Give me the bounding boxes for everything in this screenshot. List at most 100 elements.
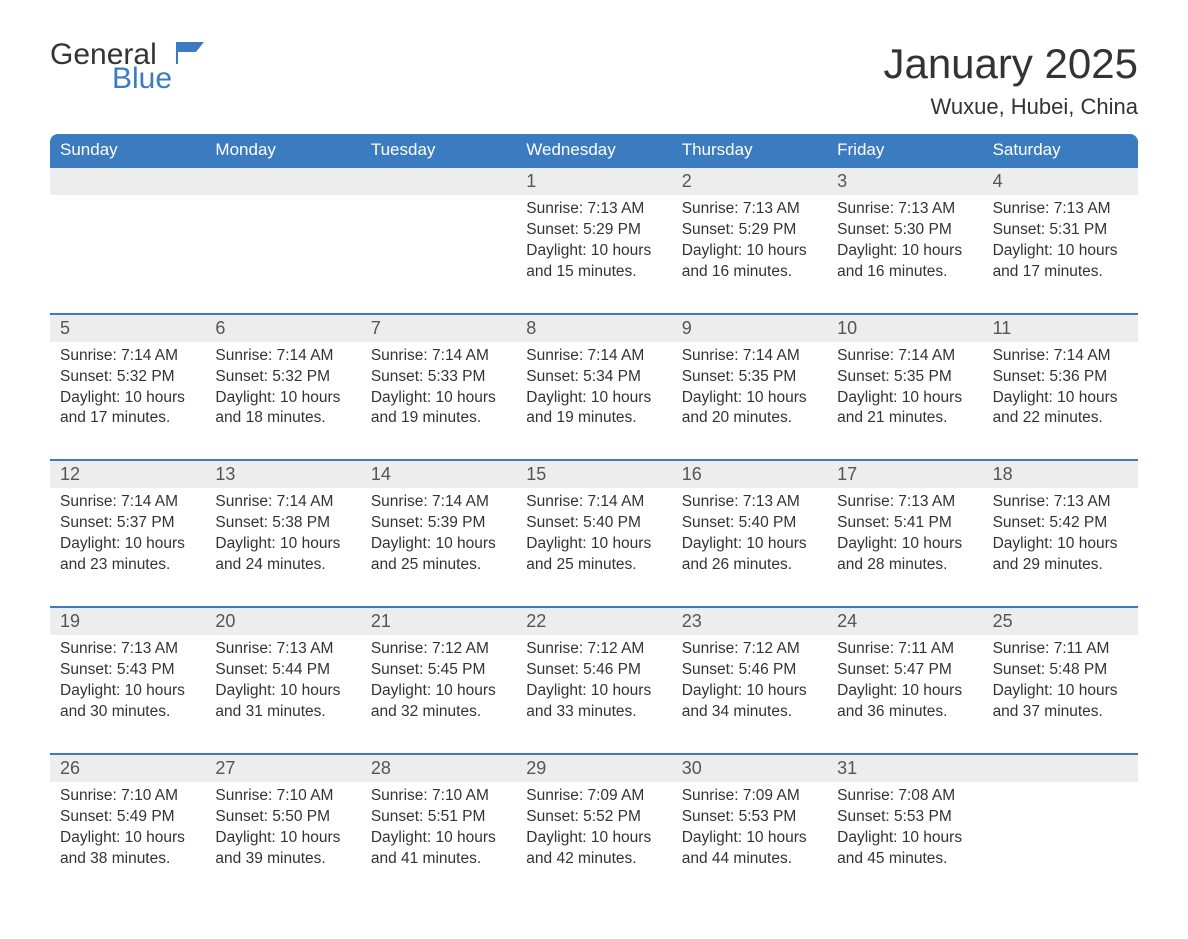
- day-number: 13: [205, 461, 360, 488]
- day-number: 16: [672, 461, 827, 488]
- weekday-friday: Friday: [827, 134, 982, 166]
- sunset-line: Sunset: 5:29 PM: [682, 220, 817, 241]
- sunset-line: Sunset: 5:49 PM: [60, 807, 195, 828]
- weekday-tuesday: Tuesday: [361, 134, 516, 166]
- day-cell: Sunrise: 7:14 AMSunset: 5:32 PMDaylight:…: [205, 342, 360, 460]
- day-number: 14: [361, 461, 516, 488]
- sunrise-line: Sunrise: 7:14 AM: [215, 492, 350, 513]
- sunrise-line: Sunrise: 7:13 AM: [526, 199, 661, 220]
- day-cell: Sunrise: 7:14 AMSunset: 5:37 PMDaylight:…: [50, 488, 205, 606]
- daynum-strip: 567891011: [50, 315, 1138, 342]
- day-number: 29: [516, 755, 671, 782]
- sunset-line: Sunset: 5:51 PM: [371, 807, 506, 828]
- daylight-line: Daylight: 10 hours and 25 minutes.: [371, 534, 506, 576]
- sunset-line: Sunset: 5:40 PM: [526, 513, 661, 534]
- day-cell: Sunrise: 7:14 AMSunset: 5:34 PMDaylight:…: [516, 342, 671, 460]
- day-cell: Sunrise: 7:09 AMSunset: 5:53 PMDaylight:…: [672, 782, 827, 900]
- day-number: 23: [672, 608, 827, 635]
- sunset-line: Sunset: 5:45 PM: [371, 660, 506, 681]
- daylight-line: Daylight: 10 hours and 26 minutes.: [682, 534, 817, 576]
- sunset-line: Sunset: 5:50 PM: [215, 807, 350, 828]
- sunrise-line: Sunrise: 7:12 AM: [526, 639, 661, 660]
- page-title: January 2025: [883, 40, 1138, 88]
- daylight-line: Daylight: 10 hours and 39 minutes.: [215, 828, 350, 870]
- daylight-line: Daylight: 10 hours and 19 minutes.: [371, 388, 506, 430]
- day-number: 1: [516, 168, 671, 195]
- sunset-line: Sunset: 5:29 PM: [526, 220, 661, 241]
- weekday-sunday: Sunday: [50, 134, 205, 166]
- daylight-line: Daylight: 10 hours and 29 minutes.: [993, 534, 1128, 576]
- sunset-line: Sunset: 5:40 PM: [682, 513, 817, 534]
- day-number: 7: [361, 315, 516, 342]
- day-cell: Sunrise: 7:12 AMSunset: 5:45 PMDaylight:…: [361, 635, 516, 753]
- sunrise-line: Sunrise: 7:09 AM: [526, 786, 661, 807]
- day-number: 19: [50, 608, 205, 635]
- day-number: 27: [205, 755, 360, 782]
- sunrise-line: Sunrise: 7:14 AM: [682, 346, 817, 367]
- sunrise-line: Sunrise: 7:14 AM: [60, 346, 195, 367]
- daylight-line: Daylight: 10 hours and 37 minutes.: [993, 681, 1128, 723]
- day-number: [361, 168, 516, 195]
- day-cell: [361, 195, 516, 313]
- day-cell: Sunrise: 7:14 AMSunset: 5:32 PMDaylight:…: [50, 342, 205, 460]
- daylight-line: Daylight: 10 hours and 31 minutes.: [215, 681, 350, 723]
- day-cell: Sunrise: 7:13 AMSunset: 5:31 PMDaylight:…: [983, 195, 1138, 313]
- day-cell: Sunrise: 7:14 AMSunset: 5:39 PMDaylight:…: [361, 488, 516, 606]
- day-number: [50, 168, 205, 195]
- sunrise-line: Sunrise: 7:14 AM: [60, 492, 195, 513]
- sunset-line: Sunset: 5:30 PM: [837, 220, 972, 241]
- sunrise-line: Sunrise: 7:14 AM: [526, 346, 661, 367]
- sunset-line: Sunset: 5:44 PM: [215, 660, 350, 681]
- sunset-line: Sunset: 5:52 PM: [526, 807, 661, 828]
- sunrise-line: Sunrise: 7:13 AM: [60, 639, 195, 660]
- sunset-line: Sunset: 5:32 PM: [60, 367, 195, 388]
- header: General Blue January 2025 Wuxue, Hubei, …: [50, 40, 1138, 120]
- sunrise-line: Sunrise: 7:13 AM: [682, 199, 817, 220]
- sunrise-line: Sunrise: 7:13 AM: [837, 199, 972, 220]
- sunset-line: Sunset: 5:48 PM: [993, 660, 1128, 681]
- day-number: 12: [50, 461, 205, 488]
- sunrise-line: Sunrise: 7:14 AM: [215, 346, 350, 367]
- sunrise-line: Sunrise: 7:13 AM: [682, 492, 817, 513]
- sunrise-line: Sunrise: 7:14 AM: [993, 346, 1128, 367]
- week-row: 1234Sunrise: 7:13 AMSunset: 5:29 PMDayli…: [50, 166, 1138, 313]
- sunset-line: Sunset: 5:46 PM: [682, 660, 817, 681]
- weekday-saturday: Saturday: [983, 134, 1138, 166]
- title-block: January 2025 Wuxue, Hubei, China: [883, 40, 1138, 120]
- sunrise-line: Sunrise: 7:11 AM: [993, 639, 1128, 660]
- day-number: 4: [983, 168, 1138, 195]
- logo-word-blue: Blue: [112, 64, 172, 94]
- sunrise-line: Sunrise: 7:13 AM: [993, 492, 1128, 513]
- day-number: 20: [205, 608, 360, 635]
- weekday-wednesday: Wednesday: [516, 134, 671, 166]
- sunrise-line: Sunrise: 7:14 AM: [837, 346, 972, 367]
- sunset-line: Sunset: 5:35 PM: [837, 367, 972, 388]
- sunset-line: Sunset: 5:41 PM: [837, 513, 972, 534]
- sunset-line: Sunset: 5:38 PM: [215, 513, 350, 534]
- daylight-line: Daylight: 10 hours and 17 minutes.: [60, 388, 195, 430]
- sunset-line: Sunset: 5:33 PM: [371, 367, 506, 388]
- day-number: 28: [361, 755, 516, 782]
- sunrise-line: Sunrise: 7:14 AM: [526, 492, 661, 513]
- day-number: 15: [516, 461, 671, 488]
- sunset-line: Sunset: 5:39 PM: [371, 513, 506, 534]
- day-number: 26: [50, 755, 205, 782]
- weekday-thursday: Thursday: [672, 134, 827, 166]
- day-cell: Sunrise: 7:14 AMSunset: 5:35 PMDaylight:…: [827, 342, 982, 460]
- sunrise-line: Sunrise: 7:10 AM: [215, 786, 350, 807]
- sunset-line: Sunset: 5:43 PM: [60, 660, 195, 681]
- daylight-line: Daylight: 10 hours and 18 minutes.: [215, 388, 350, 430]
- day-number: 11: [983, 315, 1138, 342]
- day-cell: Sunrise: 7:14 AMSunset: 5:40 PMDaylight:…: [516, 488, 671, 606]
- daylight-line: Daylight: 10 hours and 25 minutes.: [526, 534, 661, 576]
- daylight-line: Daylight: 10 hours and 28 minutes.: [837, 534, 972, 576]
- day-number: 22: [516, 608, 671, 635]
- day-number: 8: [516, 315, 671, 342]
- day-cell: Sunrise: 7:10 AMSunset: 5:50 PMDaylight:…: [205, 782, 360, 900]
- sunrise-line: Sunrise: 7:14 AM: [371, 346, 506, 367]
- day-cell: Sunrise: 7:13 AMSunset: 5:29 PMDaylight:…: [672, 195, 827, 313]
- weekday-header-row: SundayMondayTuesdayWednesdayThursdayFrid…: [50, 134, 1138, 166]
- day-cell: Sunrise: 7:14 AMSunset: 5:36 PMDaylight:…: [983, 342, 1138, 460]
- daylight-line: Daylight: 10 hours and 34 minutes.: [682, 681, 817, 723]
- sunrise-line: Sunrise: 7:09 AM: [682, 786, 817, 807]
